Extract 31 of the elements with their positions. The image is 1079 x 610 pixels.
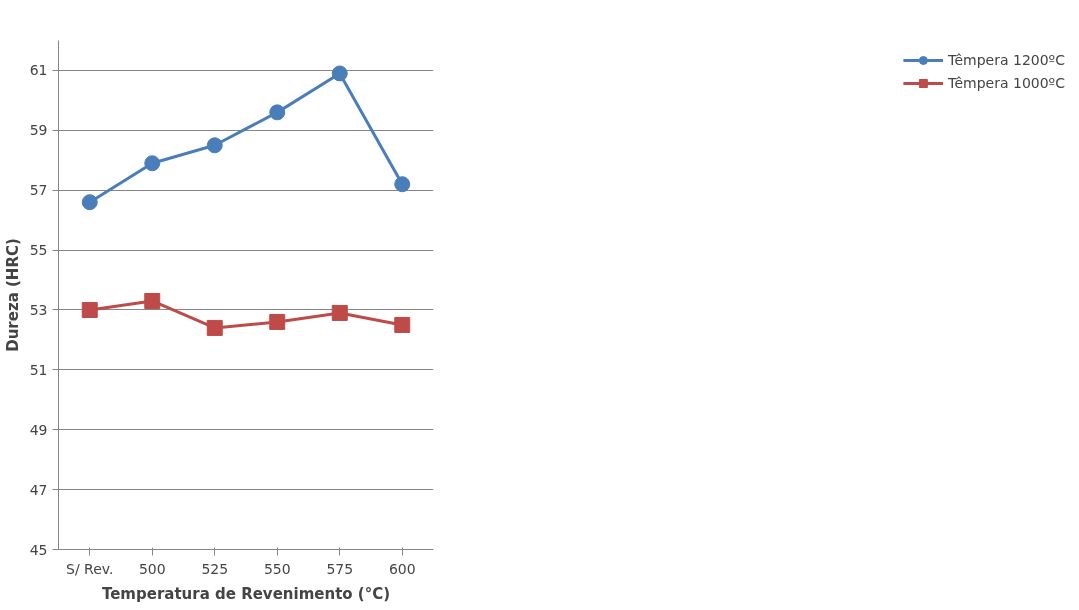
point [394, 316, 411, 333]
point [394, 176, 411, 193]
point [269, 104, 286, 121]
point [81, 194, 98, 211]
x-axis-title: Temperatura de Revenimento (°C) [101, 584, 391, 603]
y-tick-label: 47 [29, 481, 48, 498]
x-tick-label: 500 [138, 560, 166, 577]
y-tick-label: 51 [29, 361, 48, 378]
point [206, 137, 223, 154]
point [269, 313, 286, 330]
y-tick-label: 49 [29, 421, 48, 438]
y-tick-label: 55 [29, 242, 48, 259]
point [206, 319, 223, 336]
point [144, 292, 161, 309]
legend-label: Têmpera 1000ºC [947, 75, 1065, 91]
legend-label: Têmpera 1200ºC [947, 52, 1065, 68]
point [144, 155, 161, 172]
x-tick-label: 600 [388, 560, 416, 577]
point [81, 301, 98, 318]
y-tick-label: 53 [29, 301, 48, 318]
y-tick-label: 45 [29, 541, 48, 558]
x-tick-label: 575 [326, 560, 354, 577]
y-tick-label: 59 [29, 122, 48, 139]
point [331, 304, 348, 321]
point [331, 65, 348, 82]
x-tick-label: S/ Rev. [66, 560, 114, 577]
y-tick-label: 57 [29, 182, 48, 199]
y-axis-title: Dureza (HRC) [3, 238, 22, 352]
x-tick-label: 550 [263, 560, 291, 577]
y-tick-label: 61 [29, 62, 48, 79]
x-tick-label: 525 [201, 560, 229, 577]
